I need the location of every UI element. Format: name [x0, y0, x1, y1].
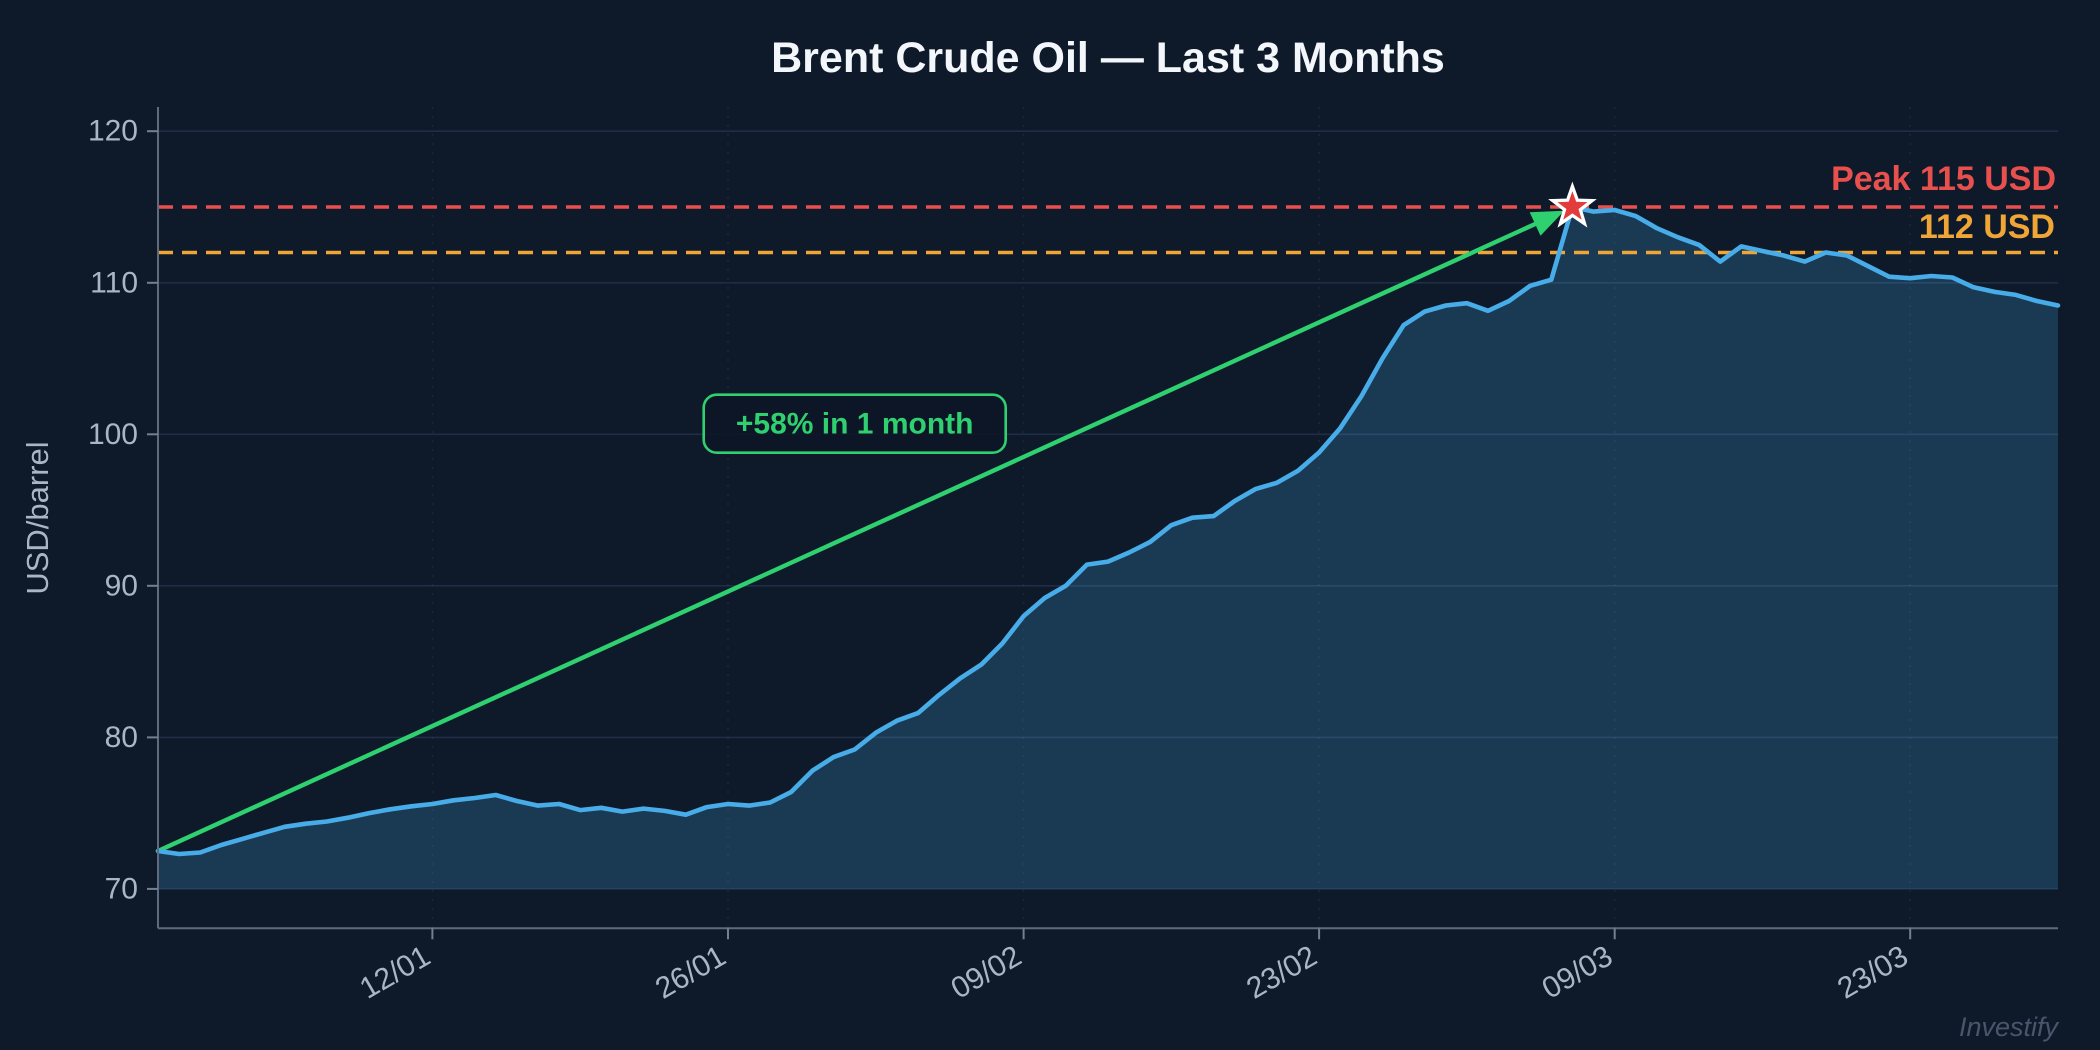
x-tick-label: 09/03: [1537, 939, 1619, 1005]
chart-title: Brent Crude Oil — Last 3 Months: [771, 34, 1445, 82]
area-fill-layer: [158, 207, 2058, 889]
x-tick-label: 26/01: [650, 939, 732, 1005]
x-tick-label: 09/02: [946, 939, 1028, 1005]
callout-annotation: +58% in 1 month: [702, 393, 1008, 455]
y-axis-label: USD/barrel: [20, 441, 55, 594]
price-line-layer: [155, 204, 2061, 857]
price-line: [155, 204, 2061, 857]
y-tick-label: 90: [105, 569, 138, 602]
support-line-label: 112 USD: [1919, 208, 2055, 246]
callout-label: +58% in 1 month: [736, 408, 974, 441]
y-tick-label: 80: [105, 721, 138, 754]
grid-layer: [158, 107, 2058, 929]
x-tick-label: 23/02: [1241, 939, 1323, 1005]
area-fill: [158, 207, 2058, 889]
trend-line: [155, 218, 1545, 854]
x-tick-label: 12/01: [354, 939, 436, 1005]
y-tick-label: 100: [88, 418, 138, 451]
peak-star-icon: [1548, 181, 1597, 228]
x-tick-label: 23/03: [1832, 939, 1914, 1005]
y-tick-label: 110: [90, 266, 138, 299]
peak-line-label: Peak 115 USD: [1831, 160, 2056, 198]
y-tick-label: 70: [105, 872, 138, 905]
reference-lines-layer: [158, 205, 2058, 255]
callout-box: [702, 393, 1008, 455]
y-tick-label: 120: [88, 115, 138, 148]
trend-arrow-layer: [155, 210, 1565, 854]
watermark: Investify: [1959, 1012, 2060, 1042]
axes-layer: [147, 107, 2058, 940]
trend-arrowhead-icon: [1529, 210, 1565, 236]
peak-star-layer: [1548, 181, 1597, 228]
